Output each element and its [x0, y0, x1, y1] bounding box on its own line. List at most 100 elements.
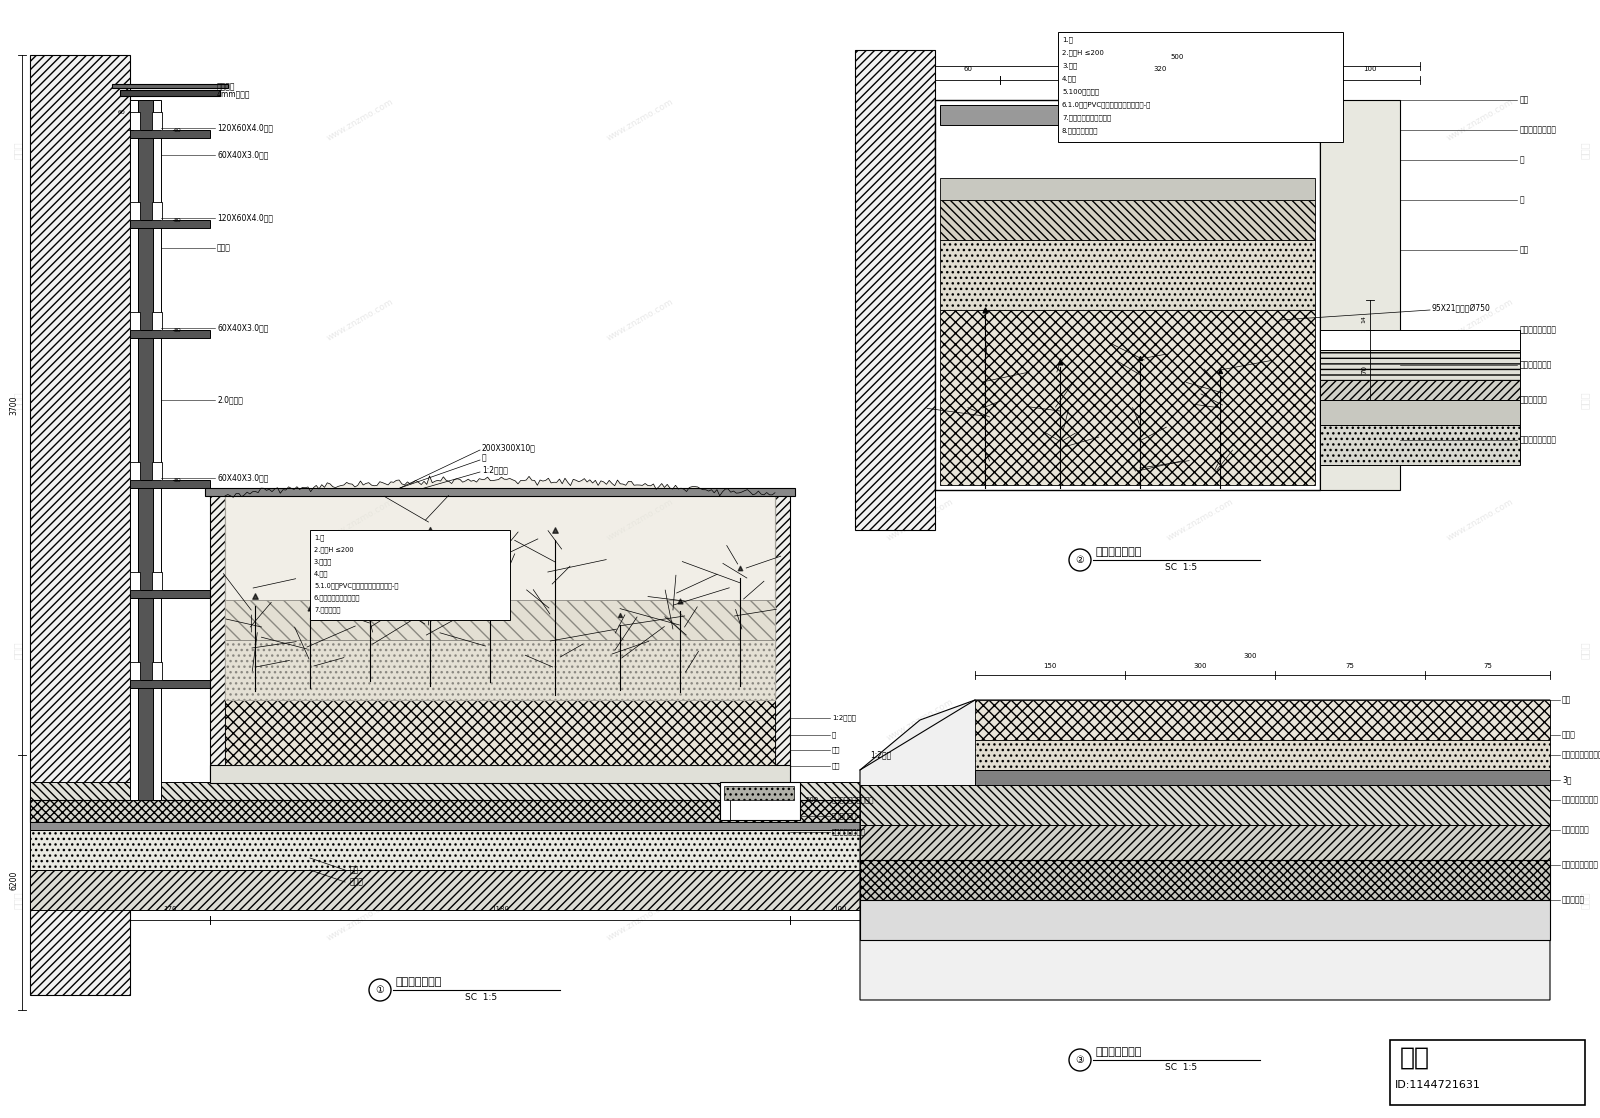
Bar	[130, 100, 138, 800]
Text: 1.植: 1.植	[314, 534, 325, 541]
Bar	[861, 900, 1550, 940]
Text: 防水层漏水栅: 防水层漏水栅	[832, 813, 858, 819]
Bar	[974, 740, 1550, 770]
Bar	[130, 330, 210, 338]
Bar	[130, 662, 141, 680]
Text: 防水层漏水栅: 防水层漏水栅	[1520, 396, 1547, 405]
Bar	[152, 112, 162, 130]
Bar	[774, 495, 790, 780]
Text: ③: ③	[1075, 1055, 1085, 1065]
Bar	[861, 785, 1550, 825]
Text: 75: 75	[1346, 663, 1355, 669]
Text: www.znzmo.com: www.znzmo.com	[325, 898, 395, 942]
Text: 知末: 知末	[1400, 1046, 1430, 1070]
Text: 2.0厚车叶: 2.0厚车叶	[218, 396, 243, 405]
Text: www.znzmo.com: www.znzmo.com	[45, 898, 115, 942]
Text: 60X40X3.0钢管: 60X40X3.0钢管	[218, 474, 269, 483]
Bar	[941, 240, 1315, 310]
Bar	[152, 462, 162, 480]
Text: www.znzmo.com: www.znzmo.com	[605, 898, 675, 942]
Text: 防指水层构水加坊: 防指水层构水加坊	[1562, 861, 1598, 870]
Text: 地排: 地排	[832, 747, 840, 754]
Bar	[30, 781, 899, 800]
Point	[726, 559, 754, 577]
Text: www.znzmo.com: www.znzmo.com	[1165, 898, 1235, 942]
Bar	[130, 480, 210, 487]
Text: 知末网: 知末网	[1581, 391, 1590, 409]
Bar	[974, 700, 1550, 740]
Text: www.znzmo.com: www.znzmo.com	[605, 698, 675, 742]
Text: 知末网: 知末网	[1581, 891, 1590, 909]
Text: www.znzmo.com: www.znzmo.com	[1445, 498, 1515, 543]
Text: SC  1:5: SC 1:5	[1165, 1063, 1197, 1072]
Text: www.znzmo.com: www.znzmo.com	[885, 698, 955, 742]
Text: 防水晶输层: 防水晶输层	[1562, 896, 1586, 904]
Bar	[1320, 425, 1520, 465]
Bar	[112, 84, 229, 88]
Text: SC  1:5: SC 1:5	[466, 994, 498, 1003]
Text: www.znzmo.com: www.znzmo.com	[325, 297, 395, 343]
Point	[667, 593, 693, 610]
Bar	[310, 530, 510, 620]
Text: 170: 170	[163, 906, 176, 912]
Text: www.znzmo.com: www.znzmo.com	[1445, 698, 1515, 742]
Bar	[130, 590, 210, 598]
Bar	[861, 860, 1550, 900]
Text: 砌: 砌	[832, 731, 837, 738]
Text: 磁砖: 磁砖	[350, 865, 360, 874]
Text: www.znzmo.com: www.znzmo.com	[1165, 97, 1235, 143]
Bar	[974, 770, 1550, 785]
Bar	[941, 105, 1315, 125]
Text: 100: 100	[1363, 66, 1376, 72]
Bar	[226, 639, 774, 700]
Bar	[1320, 400, 1520, 425]
Bar	[210, 495, 226, 780]
Bar	[30, 55, 130, 995]
Bar	[854, 50, 934, 530]
Text: 3700: 3700	[10, 396, 19, 415]
Text: 7.防水晶输层（上地面）: 7.防水晶输层（上地面）	[1062, 115, 1112, 122]
Bar	[154, 100, 162, 800]
Bar	[130, 312, 141, 330]
Text: 5.100厘米刺层: 5.100厘米刺层	[1062, 88, 1099, 95]
Text: 60: 60	[963, 66, 973, 72]
Bar	[226, 600, 774, 639]
Text: www.znzmo.com: www.znzmo.com	[885, 97, 955, 143]
Bar	[130, 202, 141, 220]
Text: 砌: 砌	[482, 454, 486, 463]
Text: 3.土壤: 3.土壤	[1062, 63, 1077, 69]
Text: 四层地面节点图: 四层地面节点图	[1094, 1046, 1141, 1057]
Text: 60: 60	[174, 127, 182, 133]
Point	[608, 606, 634, 624]
Text: 知末网: 知末网	[13, 391, 22, 409]
Text: 14: 14	[1362, 315, 1366, 323]
Text: 60X40X3.0钢管: 60X40X3.0钢管	[218, 151, 269, 160]
Bar	[210, 765, 790, 783]
Text: 2.敌培H ≤200: 2.敌培H ≤200	[314, 547, 354, 553]
Text: 80: 80	[174, 477, 182, 483]
Text: www.znzmo.com: www.znzmo.com	[885, 297, 955, 343]
Text: 防水土层量地面: 防水土层量地面	[1520, 360, 1552, 370]
Text: 3.土壤层: 3.土壤层	[314, 559, 333, 566]
Text: 7.指水层构材: 7.指水层构材	[314, 607, 341, 614]
Text: www.znzmo.com: www.znzmo.com	[1165, 297, 1235, 343]
Text: www.znzmo.com: www.znzmo.com	[1445, 297, 1515, 343]
Text: www.znzmo.com: www.znzmo.com	[325, 498, 395, 543]
Bar	[1390, 1040, 1586, 1105]
Bar	[934, 100, 1320, 490]
Text: 植声: 植声	[1520, 95, 1530, 104]
Text: 1:2水泥浆: 1:2水泥浆	[482, 465, 507, 474]
Bar	[226, 700, 774, 765]
Text: 知末网: 知末网	[1581, 642, 1590, 659]
Bar	[1320, 380, 1520, 400]
Text: 4.地排: 4.地排	[314, 570, 328, 577]
Bar	[120, 91, 221, 96]
Text: 6.防水晶输层（上地面）: 6.防水晶输层（上地面）	[314, 595, 360, 601]
Text: ②: ②	[1075, 555, 1085, 565]
Bar	[30, 800, 899, 822]
Text: ID:1144721631: ID:1144721631	[1395, 1080, 1482, 1090]
Bar	[1320, 350, 1520, 380]
Text: 500: 500	[805, 797, 818, 803]
Bar	[941, 178, 1315, 200]
Text: 4mm厚铝板: 4mm厚铝板	[218, 89, 251, 98]
